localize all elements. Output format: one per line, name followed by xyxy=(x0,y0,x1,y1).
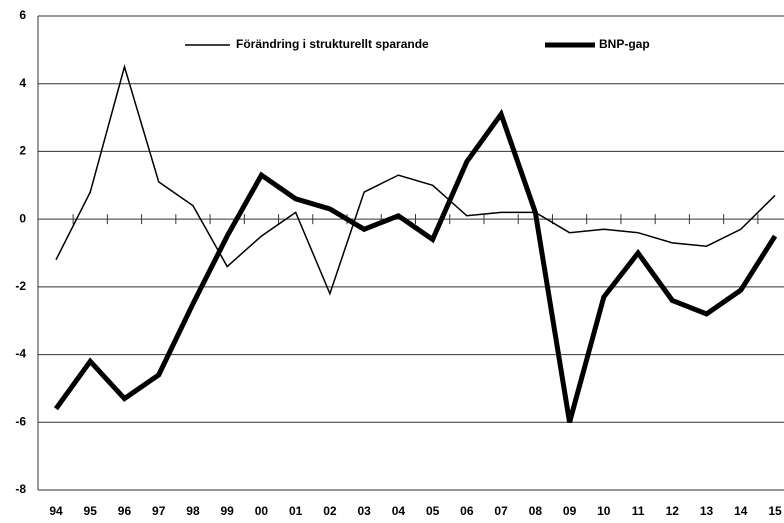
x-tick-label: 02 xyxy=(323,504,337,518)
x-tick-label: 97 xyxy=(152,504,166,518)
y-tick-label: 0 xyxy=(19,211,26,225)
x-tick-label: 95 xyxy=(84,504,98,518)
y-tick-label: 2 xyxy=(19,144,26,158)
legend-label: Förändring i strukturellt sparande xyxy=(236,37,429,51)
y-tick-label: -4 xyxy=(15,347,26,361)
y-tick-label: 4 xyxy=(19,76,26,90)
x-tick-label: 94 xyxy=(49,504,63,518)
x-tick-label: 07 xyxy=(494,504,508,518)
x-tick-label: 05 xyxy=(426,504,440,518)
x-tick-label: 14 xyxy=(734,504,748,518)
x-tick-label: 00 xyxy=(255,504,269,518)
x-tick-label: 99 xyxy=(221,504,235,518)
x-tick-label: 09 xyxy=(563,504,577,518)
x-tick-label: 03 xyxy=(357,504,371,518)
x-tick-label: 98 xyxy=(186,504,200,518)
x-tick-label: 08 xyxy=(529,504,543,518)
x-tick-label: 06 xyxy=(460,504,474,518)
y-tick-label: -6 xyxy=(15,414,26,428)
x-tick-label: 15 xyxy=(768,504,782,518)
y-tick-label: -8 xyxy=(15,482,26,496)
x-tick-label: 96 xyxy=(118,504,132,518)
x-tick-label: 01 xyxy=(289,504,303,518)
y-tick-label: -2 xyxy=(15,279,26,293)
x-tick-label: 04 xyxy=(392,504,406,518)
x-tick-label: 11 xyxy=(632,504,645,518)
legend-label: BNP-gap xyxy=(599,37,650,51)
series-line xyxy=(55,64,776,296)
series-line xyxy=(53,108,778,423)
y-tick-label: 6 xyxy=(19,8,26,22)
x-tick-label: 12 xyxy=(666,504,680,518)
x-tick-label: 10 xyxy=(597,504,611,518)
x-tick-label: 13 xyxy=(700,504,714,518)
